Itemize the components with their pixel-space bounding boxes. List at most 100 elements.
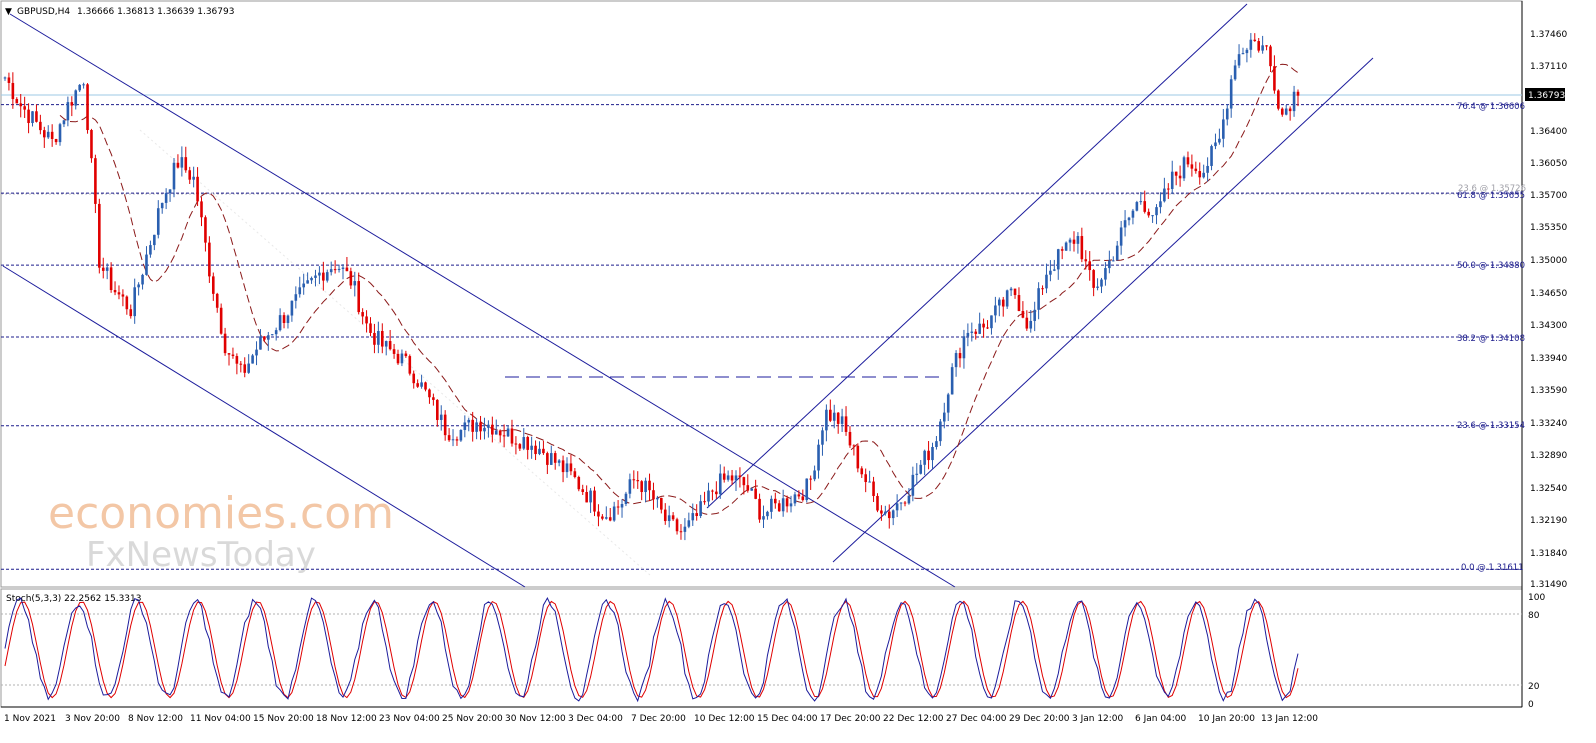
candle-body <box>82 84 85 86</box>
candle-body <box>899 502 903 504</box>
candle-body <box>762 516 765 520</box>
candle-body <box>954 353 958 368</box>
candle-body <box>66 102 70 121</box>
candle-body <box>310 277 313 281</box>
candle-body <box>31 111 34 124</box>
candle-body <box>734 475 738 481</box>
candle-body <box>39 121 42 131</box>
candle-body <box>223 333 227 354</box>
candle-body <box>1178 175 1182 179</box>
candle-body <box>345 267 349 272</box>
candle-body <box>502 435 506 437</box>
candle-body <box>192 176 195 180</box>
candle-body <box>1092 270 1095 288</box>
candle-body <box>1127 217 1131 221</box>
candle-body <box>459 429 463 441</box>
candle-body <box>1186 157 1190 165</box>
candle-body <box>809 478 812 480</box>
down-channel-lower[interactable] <box>2 265 526 588</box>
down-channel-upper[interactable] <box>9 13 956 588</box>
candle-body <box>156 208 160 235</box>
candle-body <box>1053 269 1056 271</box>
candle-body <box>180 157 184 168</box>
candle-body <box>836 412 840 424</box>
candle-body <box>200 201 203 218</box>
candle-body <box>1222 119 1225 139</box>
candle-body <box>1139 201 1143 203</box>
candle-body <box>773 498 777 504</box>
candle-body <box>561 460 565 473</box>
candle-body <box>589 490 592 503</box>
candle-body <box>235 356 239 364</box>
candle-body <box>1037 288 1040 310</box>
candle-body <box>1115 245 1119 261</box>
candle-body <box>243 364 247 373</box>
candle-body <box>471 419 474 432</box>
candle-body <box>718 473 722 495</box>
candle-body <box>703 501 706 503</box>
candle-body <box>1206 165 1209 173</box>
candle-body <box>1111 260 1115 262</box>
candle-body <box>172 162 176 190</box>
candle-body <box>267 335 270 340</box>
candle-body <box>424 382 427 390</box>
time-label: 3 Dec 04:00 <box>568 714 623 724</box>
candle-body <box>935 441 938 447</box>
candle-body <box>624 493 628 505</box>
price-tick: 1.36050 <box>1530 159 1567 169</box>
candle-body <box>1025 317 1029 329</box>
candle-body <box>176 162 180 168</box>
candle-body <box>946 394 950 413</box>
candle-body <box>742 477 746 486</box>
fib-label-38: 38.2 @ 1.34108 <box>1457 334 1525 344</box>
candle-body <box>86 84 89 131</box>
candle-body <box>270 334 274 336</box>
candle-body <box>1237 54 1241 66</box>
time-label: 15 Nov 20:00 <box>253 714 314 724</box>
time-label: 15 Dec 04:00 <box>757 714 818 724</box>
candle-body <box>1021 310 1025 318</box>
fib-label-23: 23.6 @ 1.33154 <box>1457 421 1525 431</box>
candle-body <box>648 480 651 491</box>
candle-body <box>656 497 659 500</box>
candle-body <box>789 503 793 507</box>
candle-body <box>608 517 612 521</box>
candle-body <box>1170 171 1174 189</box>
watermark-economies: economies.com <box>48 488 394 539</box>
candle-body <box>781 498 785 512</box>
candle-body <box>903 502 907 504</box>
candle-body <box>11 82 15 100</box>
candle-body <box>840 416 844 424</box>
time-axis: 1 Nov 2021 3 Nov 20:00 8 Nov 12:00 11 No… <box>4 714 1318 724</box>
price-tick: 1.33240 <box>1530 419 1567 429</box>
candle-body <box>660 497 663 510</box>
candle-body <box>557 460 561 463</box>
candle-body <box>887 511 891 519</box>
candle-body <box>204 217 207 243</box>
candle-body <box>939 421 942 442</box>
candle-body <box>895 503 899 511</box>
candle-body <box>1241 53 1245 55</box>
price-tick: 1.36400 <box>1530 127 1567 137</box>
candle-body <box>365 316 368 324</box>
time-label: 29 Dec 20:00 <box>1009 714 1070 724</box>
stoch-tick-80: 80 <box>1528 611 1540 621</box>
candle-body <box>1280 108 1284 115</box>
current-price-label: 1.36793 <box>1528 91 1565 101</box>
candle-body <box>683 526 687 532</box>
fib-label-61: 61.8 @ 1.35655 <box>1457 191 1525 201</box>
stoch-label: Stoch(5,3,3) 22.2562 15.3313 <box>6 594 141 604</box>
candle-body <box>722 473 726 480</box>
candle-body <box>1163 188 1166 202</box>
candle-body <box>601 516 604 519</box>
up-channel-upper[interactable] <box>706 3 1248 509</box>
candle-body <box>1288 108 1292 112</box>
candle-body <box>50 131 54 139</box>
up-channel-lower[interactable] <box>832 57 1374 563</box>
candle-body <box>644 480 647 493</box>
candle-body <box>667 515 671 522</box>
candle-body <box>451 439 455 441</box>
candle-body <box>770 498 773 512</box>
candle-body <box>70 102 74 106</box>
